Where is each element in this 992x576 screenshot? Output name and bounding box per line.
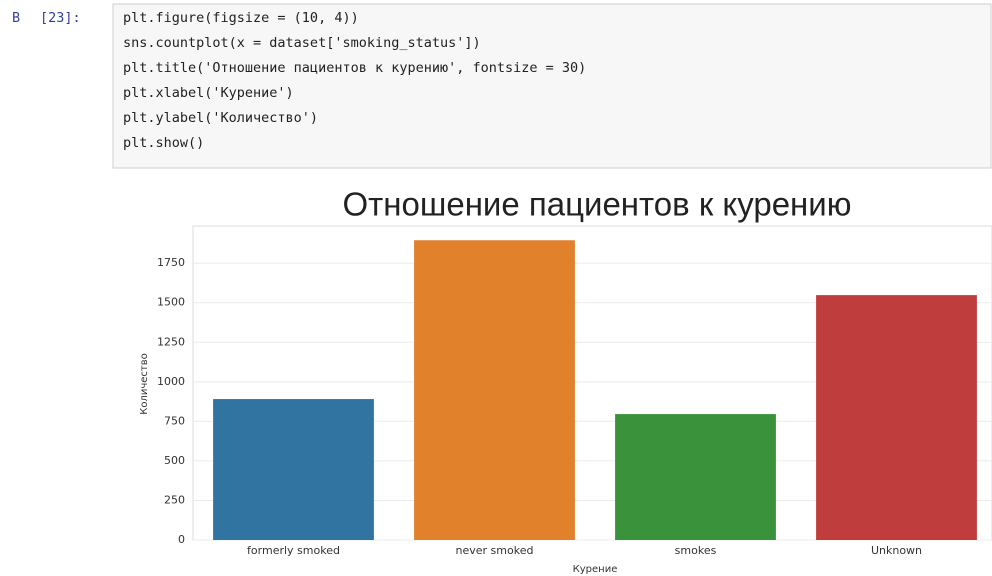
x-tick-label: never smoked <box>456 544 534 557</box>
bar <box>213 399 374 540</box>
y-tick-label: 1750 <box>157 256 185 269</box>
y-axis-label: Количество <box>139 353 150 415</box>
code-line: plt.ylabel('Количество') <box>123 110 318 126</box>
y-tick-label: 1250 <box>157 335 185 348</box>
bar <box>816 295 977 540</box>
code-line: plt.title('Отношение пациентов к курению… <box>123 60 586 76</box>
code-line: plt.xlabel('Курение') <box>123 85 294 101</box>
y-tick-label: 0 <box>178 533 185 546</box>
y-tick-label: 1500 <box>157 296 185 309</box>
bar <box>414 240 575 541</box>
x-axis-label: Курение <box>573 564 618 575</box>
y-tick-label: 500 <box>164 454 185 467</box>
y-tick-label: 750 <box>164 414 185 427</box>
code-line: sns.countplot(x = dataset['smoking_statu… <box>123 35 481 51</box>
code-lines: plt.figure(figsize = (10, 4)) sns.countpl… <box>123 10 586 151</box>
code-line: plt.show() <box>123 135 204 151</box>
x-tick-label: smokes <box>675 544 717 557</box>
chart-title: Отношение пациентов к курению <box>343 186 852 223</box>
prompt-in: В <box>12 10 20 26</box>
x-tick-label: Unknown <box>871 544 922 557</box>
prompt-number: [23]: <box>40 10 81 26</box>
y-tick-label: 1000 <box>157 375 185 388</box>
code-line: plt.figure(figsize = (10, 4)) <box>123 10 359 26</box>
bar <box>615 414 776 540</box>
code-cell[interactable] <box>112 3 992 169</box>
y-tick-label: 250 <box>164 493 185 506</box>
x-tick-label: formerly smoked <box>247 544 340 557</box>
